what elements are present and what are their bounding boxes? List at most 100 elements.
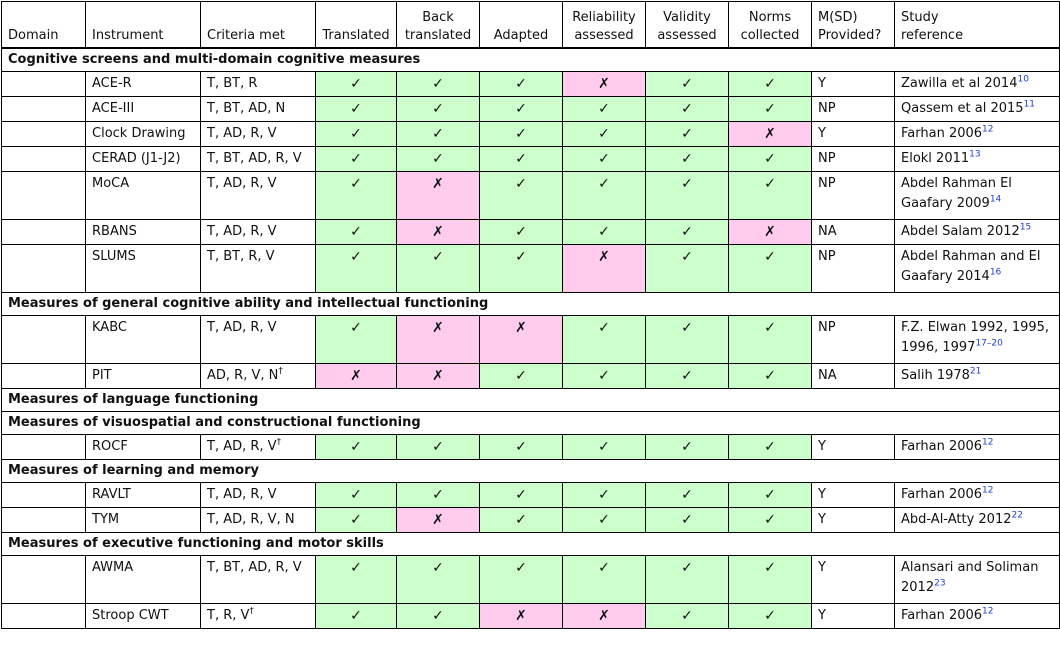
study-reference-cell: Abd-Al-Atty 201222 (894, 507, 1060, 533)
reliability-check-icon: ✓ (562, 434, 646, 460)
citation-link[interactable]: 13 (969, 149, 981, 160)
reliability-cross-icon: ✗ (562, 244, 646, 293)
norms-check-icon: ✓ (728, 363, 812, 389)
citation-link[interactable]: 10 (1017, 74, 1029, 85)
instrument-cell: PIT (85, 363, 201, 389)
citation-link[interactable]: 21 (969, 366, 982, 377)
norms-check-icon: ✓ (728, 96, 812, 122)
validity-check-icon: ✓ (645, 96, 729, 122)
translated-check-icon: ✓ (315, 507, 397, 533)
citation-link[interactable]: 12 (982, 437, 994, 448)
reliability-check-icon: ✓ (562, 96, 646, 122)
table-row: PIT AD, R, V, N† ✗ ✗ ✓ ✓ ✓ ✓ NA Salih 197821 (1, 363, 1060, 389)
table-row: MoCA T, AD, R, V ✓ ✗ ✓ ✓ ✓ ✓ NP Abdel Rahman El Ga… (1, 171, 1060, 220)
translated-check-icon: ✓ (315, 71, 397, 97)
section-title: Measures of general cognitive ability an… (1, 292, 1060, 316)
translated-check-icon: ✓ (315, 482, 397, 508)
validity-check-icon: ✓ (645, 507, 729, 533)
instrument-cell: MoCA (85, 171, 201, 220)
study-reference-cell: Zawilla et al 201410 (894, 71, 1060, 97)
section-row: Cognitive screens and multi-domain cogni… (1, 47, 1060, 72)
header-domain: Domain (1, 1, 86, 49)
back-translated-check-icon: ✓ (396, 146, 480, 172)
msd-cell: NP (811, 244, 895, 293)
citation-link[interactable]: 23 (934, 578, 946, 589)
citation-link[interactable]: 12 (982, 606, 994, 617)
domain-cell (1, 96, 86, 122)
citation-link[interactable]: 14 (989, 194, 1002, 205)
instrument-cell: RAVLT (85, 482, 201, 508)
msd-cell: NP (811, 315, 895, 364)
table-row: RAVLT T, AD, R, V ✓ ✓ ✓ ✓ ✓ ✓ Y Farhan 200612 (1, 482, 1060, 508)
back-translated-check-icon: ✓ (396, 96, 480, 122)
citation-link[interactable]: 12 (982, 124, 994, 135)
citation-link[interactable]: 16 (989, 267, 1002, 278)
back-translated-cross-icon: ✗ (396, 171, 480, 220)
validity-check-icon: ✓ (645, 71, 729, 97)
table-row: ROCF T, AD, R, V† ✓ ✓ ✓ ✓ ✓ ✓ Y Farhan 200612 (1, 434, 1060, 460)
section-title: Measures of learning and memory (1, 459, 1060, 483)
back-translated-cross-icon: ✗ (396, 219, 480, 245)
norms-cross-icon: ✗ (728, 121, 812, 147)
study-reference-cell: Qassem et al 201511 (894, 96, 1060, 122)
translated-check-icon: ✓ (315, 121, 397, 147)
citation-link[interactable]: 15 (1019, 222, 1032, 233)
domain-cell (1, 363, 86, 389)
section-title: Measures of language functioning (1, 388, 1060, 412)
domain-cell (1, 146, 86, 172)
back-translated-check-icon: ✓ (396, 434, 480, 460)
validity-check-icon: ✓ (645, 315, 729, 364)
dagger-footnote: † (249, 606, 254, 617)
reliability-check-icon: ✓ (562, 555, 646, 604)
criteria-cell: T, AD, R, V, N (200, 507, 316, 533)
msd-cell: Y (811, 555, 895, 604)
citation-link[interactable]: 12 (982, 485, 994, 496)
criteria-cell: T, BT, AD, R, V (200, 146, 316, 172)
norms-check-icon: ✓ (728, 171, 812, 220)
translated-cross-icon: ✗ (315, 363, 397, 389)
instrument-cell: ACE-R (85, 71, 201, 97)
msd-cell: NA (811, 219, 895, 245)
domain-cell (1, 171, 86, 220)
adapted-cross-icon: ✗ (479, 315, 563, 364)
study-reference-cell: F.Z. Elwan 1992, 1995, 1996, 199717–20 (894, 315, 1060, 364)
domain-cell (1, 121, 86, 147)
reliability-check-icon: ✓ (562, 121, 646, 147)
header-study-reference: Study reference (894, 1, 1060, 49)
table-row: RBANS T, AD, R, V ✓ ✗ ✓ ✓ ✓ ✗ NA Abdel Salam 2012… (1, 219, 1060, 245)
header-norms: Norms collected (728, 1, 812, 49)
msd-cell: Y (811, 71, 895, 97)
criteria-cell: T, AD, R, V† (200, 434, 316, 460)
validity-check-icon: ✓ (645, 482, 729, 508)
reliability-cross-icon: ✗ (562, 603, 646, 629)
criteria-cell: T, AD, R, V (200, 315, 316, 364)
instrument-table: Domain Instrument Criteria met Translate… (1, 1, 1060, 629)
reliability-check-icon: ✓ (562, 315, 646, 364)
section-row: Measures of general cognitive ability an… (1, 292, 1060, 316)
domain-cell (1, 244, 86, 293)
adapted-check-icon: ✓ (479, 171, 563, 220)
msd-cell: Y (811, 507, 895, 533)
citation-link[interactable]: 11 (1023, 99, 1036, 110)
section-row: Measures of visuospatial and constructio… (1, 411, 1060, 435)
back-translated-check-icon: ✓ (396, 482, 480, 508)
validity-check-icon: ✓ (645, 244, 729, 293)
study-reference-cell: Elokl 201113 (894, 146, 1060, 172)
study-reference-cell: Abdel Salam 201215 (894, 219, 1060, 245)
back-translated-cross-icon: ✗ (396, 363, 480, 389)
norms-check-icon: ✓ (728, 244, 812, 293)
adapted-check-icon: ✓ (479, 434, 563, 460)
table-row: SLUMS T, BT, R, V ✓ ✓ ✓ ✗ ✓ ✓ NP Abdel Rahman and… (1, 244, 1060, 293)
domain-cell (1, 315, 86, 364)
criteria-cell: T, BT, R (200, 71, 316, 97)
validity-check-icon: ✓ (645, 434, 729, 460)
instrument-cell: CERAD (J1-J2) (85, 146, 201, 172)
msd-cell: NP (811, 146, 895, 172)
citation-link[interactable]: 22 (1011, 510, 1023, 521)
instrument-cell: RBANS (85, 219, 201, 245)
back-translated-check-icon: ✓ (396, 71, 480, 97)
translated-check-icon: ✓ (315, 434, 397, 460)
msd-cell: NP (811, 96, 895, 122)
section-row: Measures of learning and memory (1, 459, 1060, 483)
citation-link[interactable]: 17–20 (975, 338, 1003, 349)
